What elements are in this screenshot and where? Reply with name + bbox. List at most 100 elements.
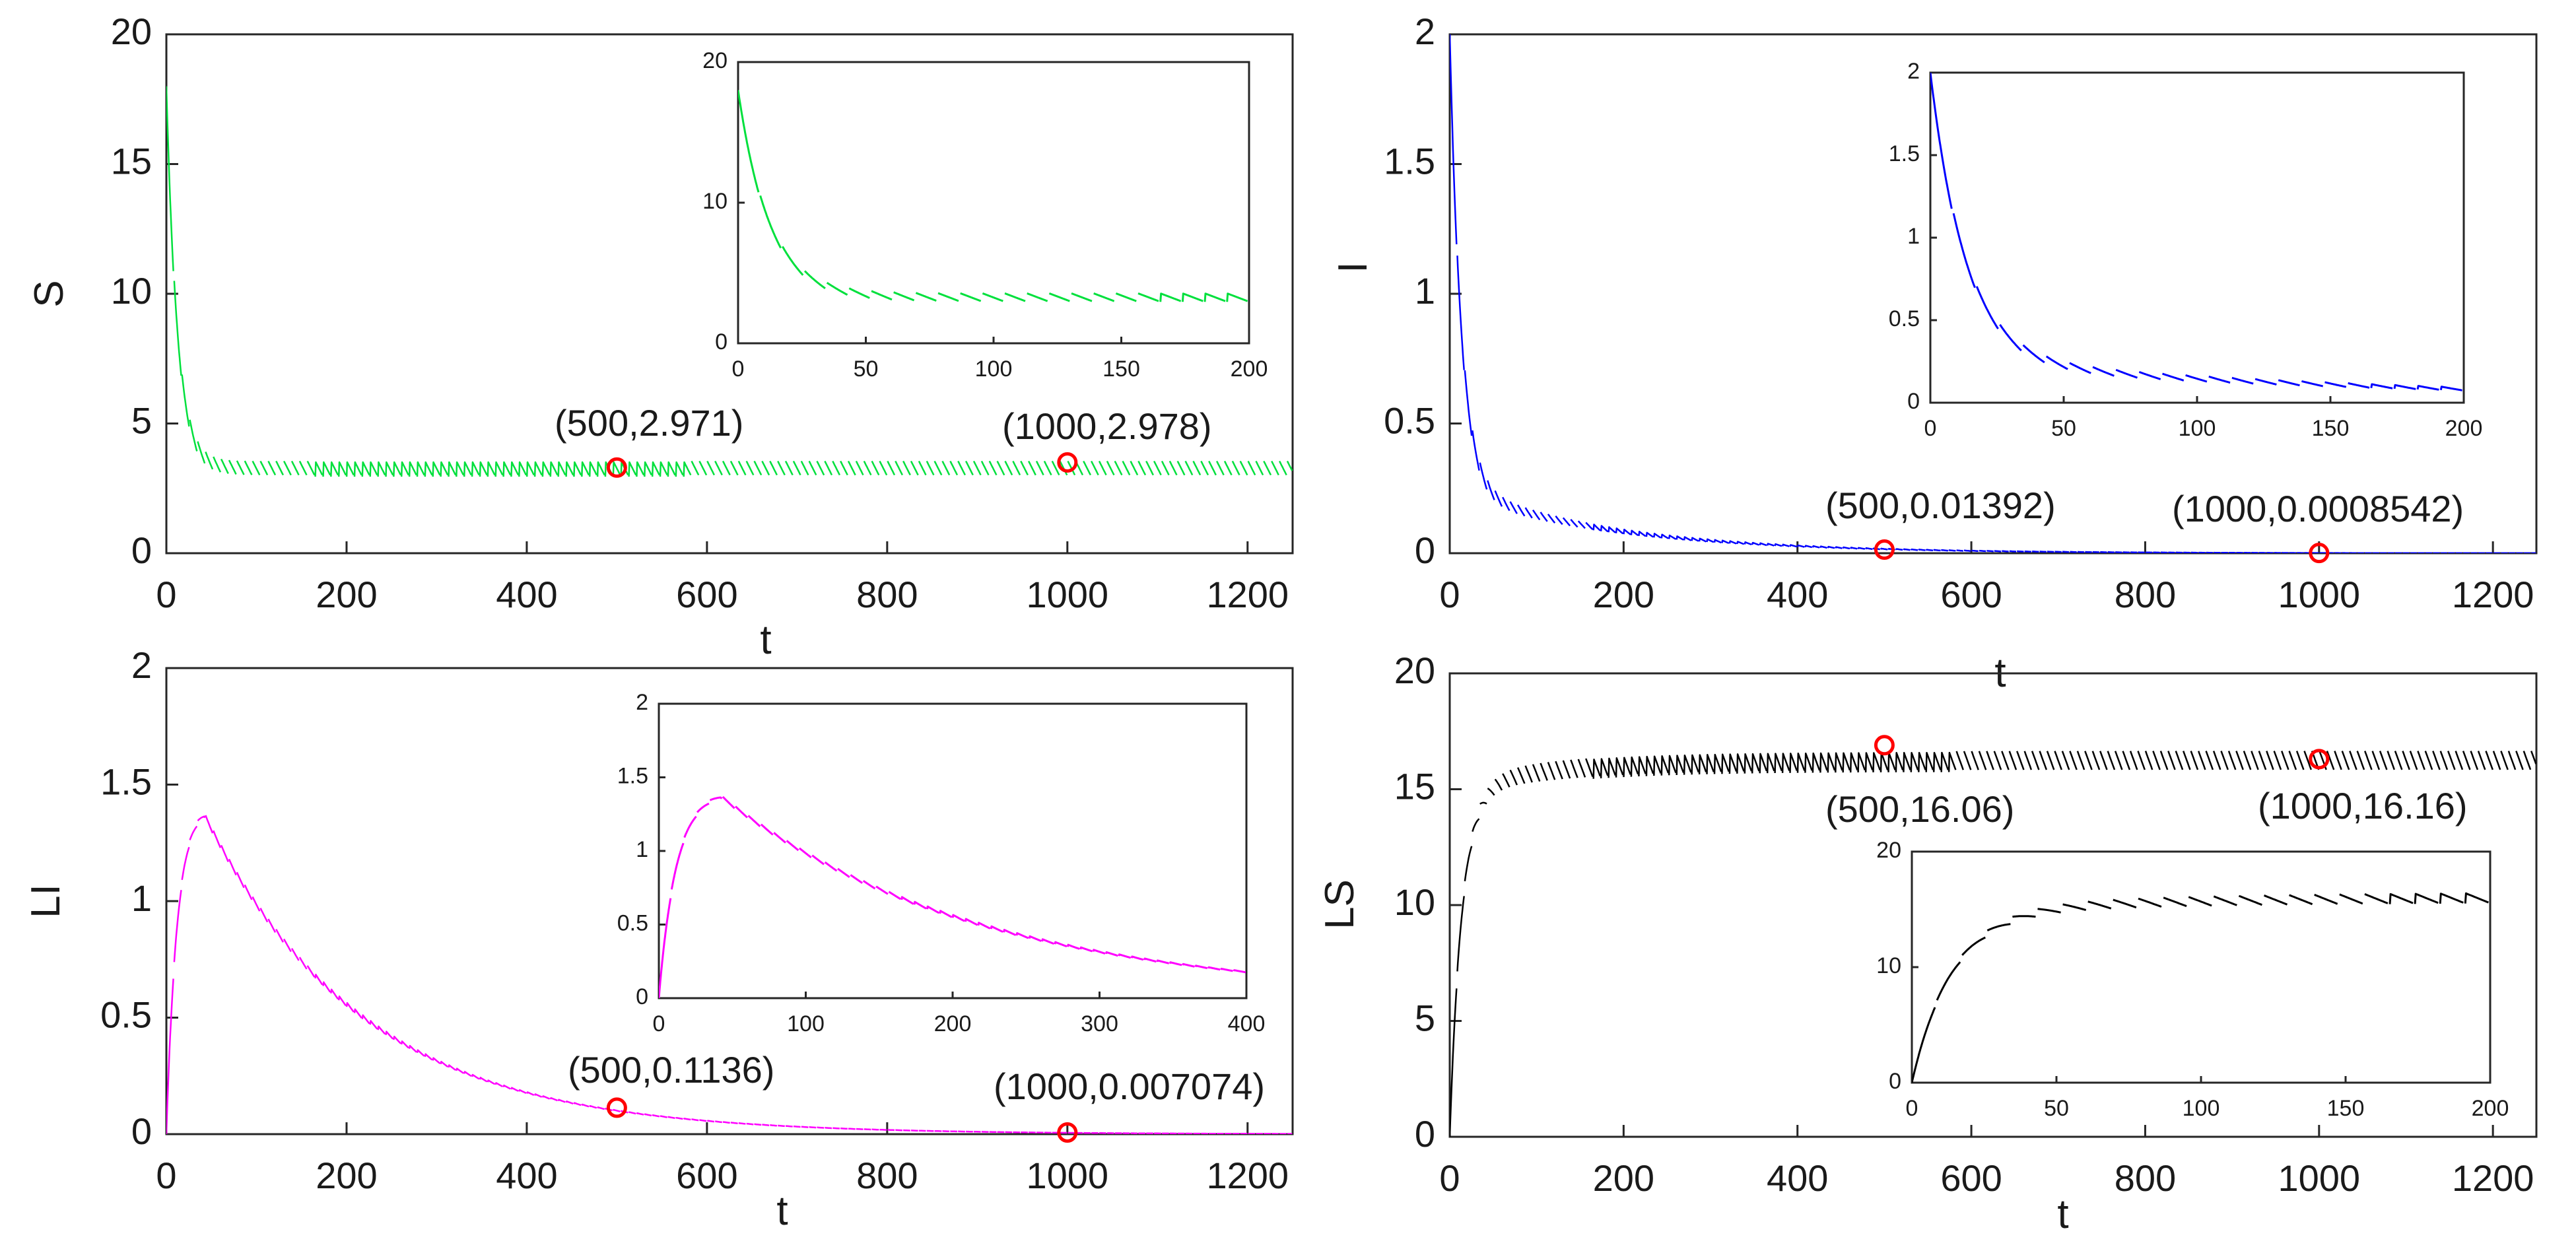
- series-line-i: [1450, 34, 2536, 553]
- main-li-ytick-label: 0.5: [100, 994, 152, 1035]
- inset-ls-xtick-label: 50: [2044, 1096, 2069, 1121]
- inset-i-data: [1930, 73, 2463, 391]
- main-li-xtick-label: 1200: [1206, 1155, 1289, 1196]
- chart-s: 0 200 400 600 800 1000 120005101520tS(500,2.97…: [26, 11, 1294, 663]
- main-i-xtick-label: 1200: [2452, 574, 2534, 615]
- inset-ls-xtick-label: 150: [2327, 1096, 2365, 1121]
- inset-background: [738, 62, 1249, 343]
- main-ls-xtick-label: 400: [1767, 1157, 1828, 1199]
- inset-li: 0 100 200 300 400 0 0.5 1 1.5 2: [617, 690, 1266, 1036]
- inset-s-ytick-label: 10: [702, 189, 728, 214]
- marker-1000: [1057, 452, 1078, 473]
- inset-li-data: [659, 795, 1246, 998]
- main-li-ytick-label: 0: [131, 1110, 152, 1152]
- inset-series-line-s: [738, 90, 1248, 302]
- main-li-xtick-label: 1000: [1027, 1155, 1109, 1196]
- inset-series-line-i: [1930, 73, 2463, 391]
- main-s-xtick-label: 400: [496, 574, 557, 615]
- main-i-xtick-label: 1000: [2278, 574, 2361, 615]
- main-s-ytick-label: 15: [111, 140, 152, 182]
- main-ls-xtick-label: 800: [2115, 1157, 2176, 1199]
- inset-li-ytick-label: 1.5: [617, 763, 648, 788]
- inset-i-ytick-label: 2: [1907, 59, 1920, 84]
- inset-li-ytick-label: 2: [636, 690, 648, 715]
- inset-series-line-ls: [1912, 892, 2490, 1083]
- inset-s-xtick-label: 50: [854, 356, 879, 382]
- main-s-data: [166, 86, 1293, 477]
- main-li-xtick-label: 0: [156, 1155, 176, 1196]
- main-s-xtick-label: 1200: [1206, 574, 1289, 615]
- main-li-ytick-label: 2: [131, 644, 152, 686]
- main-s-xtick-label: 1000: [1027, 574, 1109, 615]
- main-ls-ytick-label: 5: [1415, 997, 1435, 1038]
- annotation-500: (500,0.1136): [568, 1049, 774, 1091]
- inset-li-xtick-label: 100: [787, 1011, 825, 1036]
- annotation-1000: (1000,16.16): [2258, 785, 2468, 827]
- main-ls-ytick-label: 20: [1394, 650, 1435, 691]
- inset-i-ytick-label: 0.5: [1889, 306, 1920, 331]
- marker-500: [606, 1097, 627, 1118]
- inset-ls-ytick-label: 10: [1876, 953, 1901, 978]
- inset-li-ytick-label: 0.5: [617, 910, 648, 935]
- main-li-data: [166, 815, 1293, 1134]
- inset-ls-xtick-label: 100: [2183, 1096, 2220, 1121]
- inset-i-xtick-label: 100: [2179, 416, 2216, 441]
- inset-i-ytick-label: 0: [1907, 389, 1920, 414]
- x-axis-title: t: [2057, 1192, 2068, 1237]
- main-s-ytick-label: 20: [111, 11, 152, 52]
- inset-li-ytick-label: 0: [636, 984, 648, 1009]
- x-axis-title: t: [776, 1188, 788, 1234]
- inset-s-ytick-label: 20: [702, 48, 728, 73]
- main-i-ytick-label: 1: [1415, 270, 1435, 312]
- main-i-ytick-label: 0.5: [1384, 399, 1435, 441]
- main-li-xtick-label: 600: [676, 1155, 737, 1196]
- main-s-ytick-label: 0: [131, 529, 152, 571]
- main-i-xtick-label: 0: [1439, 574, 1460, 615]
- annotation-500: (500,2.971): [555, 402, 743, 444]
- main-i-xtick-label: 800: [2115, 574, 2176, 615]
- inset-i-xtick-label: 50: [2051, 416, 2076, 441]
- inset-li-xtick-label: 200: [934, 1011, 972, 1036]
- main-i-xtick-label: 600: [1940, 574, 2002, 615]
- inset-ls-ytick-label: 20: [1876, 838, 1901, 863]
- inset-background: [659, 704, 1246, 998]
- main-i-ytick-label: 2: [1415, 11, 1435, 52]
- inset-li-xtick-label: 300: [1081, 1011, 1118, 1036]
- main-s-xtick-label: 600: [676, 574, 737, 615]
- main-li-ytick-label: 1.5: [100, 761, 152, 802]
- marker-1000: [2309, 543, 2330, 564]
- inset-ls-data: [1912, 892, 2490, 1083]
- series-line-s: [166, 86, 1293, 477]
- main-i-ytick-label: 0: [1415, 529, 1435, 571]
- series-line-ls: [1450, 751, 2536, 1137]
- inset-i-xtick-label: 150: [2312, 416, 2350, 441]
- inset-background: [1930, 73, 2464, 403]
- inset-i-xtick-label: 0: [1924, 416, 1937, 441]
- main-ls-xtick-label: 0: [1439, 1157, 1460, 1199]
- main-ls-ytick-label: 10: [1394, 881, 1435, 923]
- main-s-xtick-label: 800: [856, 574, 918, 615]
- inset-s-xtick-label: 0: [732, 356, 745, 382]
- main-i-xtick-label: 400: [1767, 574, 1828, 615]
- x-axis-title: t: [760, 617, 771, 663]
- inset-background: [1912, 852, 2490, 1083]
- inset-i-ytick-label: 1: [1907, 224, 1920, 249]
- main-ls-ytick-label: 15: [1394, 765, 1435, 807]
- main-s-ytick-label: 10: [111, 270, 152, 312]
- inset-series-line-li: [659, 795, 1246, 998]
- marker-1000: [1057, 1122, 1078, 1143]
- main-li-xtick-label: 800: [856, 1155, 918, 1196]
- marker-500: [606, 457, 627, 478]
- annotation-1000: (1000,2.978): [1002, 405, 1212, 447]
- main-s-ytick-label: 5: [131, 399, 152, 441]
- inset-s-xtick-label: 150: [1102, 356, 1140, 382]
- y-axis-title: LS: [1317, 879, 1363, 930]
- main-ls-xtick-label: 1000: [2278, 1157, 2361, 1199]
- chart-ls: 0 200 400 600 800 1000 120005101520tLS(500,16.…: [1317, 650, 2538, 1237]
- inset-ls-ytick-label: 0: [1889, 1069, 1901, 1094]
- y-axis-title: I: [1330, 261, 1376, 273]
- marker-500: [1874, 539, 1895, 560]
- annotation-500: (500,0.01392): [1825, 485, 2056, 526]
- main-ls-xtick-label: 200: [1593, 1157, 1654, 1199]
